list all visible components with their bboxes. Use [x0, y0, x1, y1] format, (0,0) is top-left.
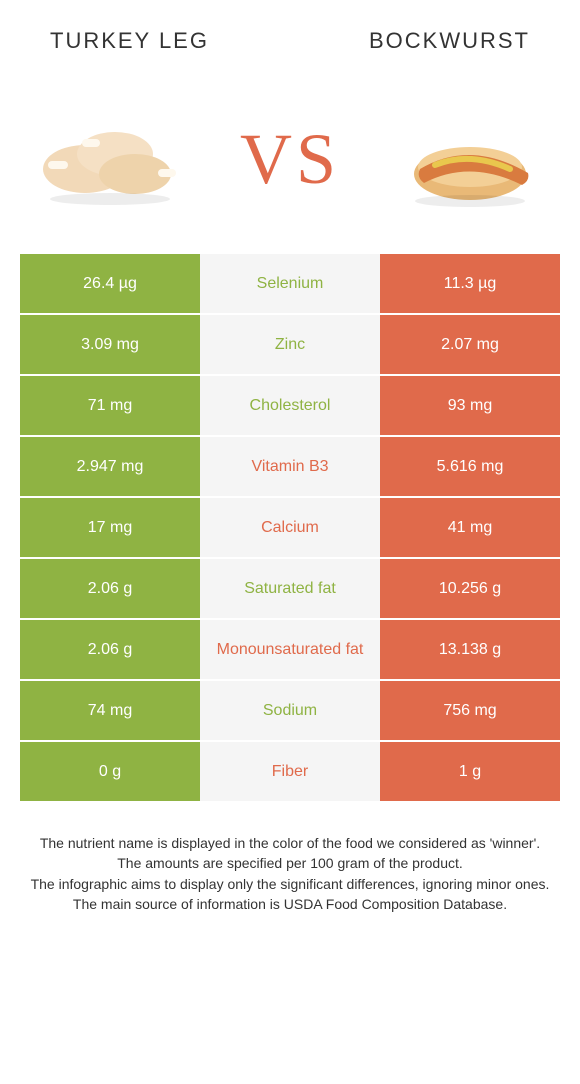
- table-row: 3.09 mgZinc2.07 mg: [20, 315, 560, 374]
- right-value: 5.616 mg: [380, 437, 560, 496]
- vs-label: VS: [240, 118, 340, 201]
- left-value: 3.09 mg: [20, 315, 200, 374]
- footer-line: The infographic aims to display only the…: [20, 874, 560, 894]
- right-value: 2.07 mg: [380, 315, 560, 374]
- nutrient-label: Selenium: [200, 254, 380, 313]
- left-food-title: TURKEY LEG: [50, 28, 209, 54]
- table-row: 26.4 µgSelenium11.3 µg: [20, 254, 560, 313]
- footer-line: The main source of information is USDA F…: [20, 894, 560, 914]
- nutrient-table: 26.4 µgSelenium11.3 µg3.09 mgZinc2.07 mg…: [0, 254, 580, 801]
- nutrient-label: Saturated fat: [200, 559, 380, 618]
- nutrient-label: Fiber: [200, 742, 380, 801]
- table-row: 17 mgCalcium41 mg: [20, 498, 560, 557]
- nutrient-label: Sodium: [200, 681, 380, 740]
- bockwurst-image: [390, 94, 550, 224]
- left-value: 2.06 g: [20, 559, 200, 618]
- left-value: 74 mg: [20, 681, 200, 740]
- right-value: 41 mg: [380, 498, 560, 557]
- nutrient-label: Monounsaturated fat: [200, 620, 380, 679]
- table-row: 2.06 gSaturated fat10.256 g: [20, 559, 560, 618]
- footer-line: The amounts are specified per 100 gram o…: [20, 853, 560, 873]
- table-row: 2.947 mgVitamin B35.616 mg: [20, 437, 560, 496]
- left-value: 17 mg: [20, 498, 200, 557]
- table-row: 74 mgSodium756 mg: [20, 681, 560, 740]
- right-value: 1 g: [380, 742, 560, 801]
- left-value: 2.06 g: [20, 620, 200, 679]
- table-row: 2.06 gMonounsaturated fat13.138 g: [20, 620, 560, 679]
- header: TURKEY LEG BOCKWURST: [0, 0, 580, 64]
- left-value: 2.947 mg: [20, 437, 200, 496]
- left-value: 26.4 µg: [20, 254, 200, 313]
- nutrient-label: Vitamin B3: [200, 437, 380, 496]
- left-value: 71 mg: [20, 376, 200, 435]
- nutrient-label: Zinc: [200, 315, 380, 374]
- right-value: 93 mg: [380, 376, 560, 435]
- nutrient-label: Cholesterol: [200, 376, 380, 435]
- right-value: 13.138 g: [380, 620, 560, 679]
- table-row: 0 gFiber1 g: [20, 742, 560, 801]
- nutrient-label: Calcium: [200, 498, 380, 557]
- images-row: VS: [0, 64, 580, 254]
- footer-line: The nutrient name is displayed in the co…: [20, 833, 560, 853]
- right-value: 11.3 µg: [380, 254, 560, 313]
- right-value: 756 mg: [380, 681, 560, 740]
- table-row: 71 mgCholesterol93 mg: [20, 376, 560, 435]
- left-value: 0 g: [20, 742, 200, 801]
- right-food-title: BOCKWURST: [369, 28, 530, 54]
- footer-notes: The nutrient name is displayed in the co…: [0, 803, 580, 914]
- right-value: 10.256 g: [380, 559, 560, 618]
- turkey-leg-image: [30, 94, 190, 224]
